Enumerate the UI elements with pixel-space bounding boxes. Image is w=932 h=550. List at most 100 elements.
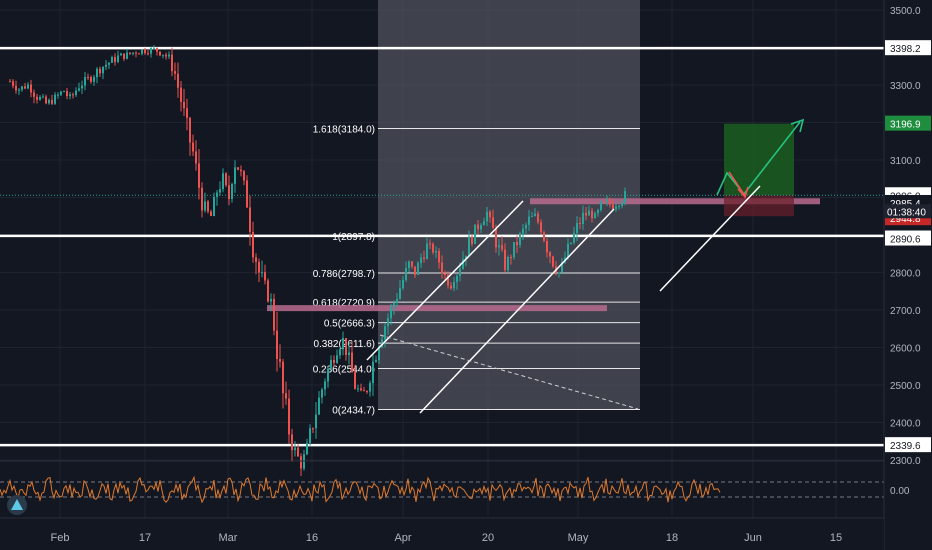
arrow-head-red <box>737 186 749 199</box>
time-tick-label: 15 <box>830 532 842 544</box>
candle-body <box>321 389 323 398</box>
candle-body <box>141 49 143 54</box>
candle-body <box>123 53 125 59</box>
candle-body <box>231 183 233 199</box>
candle-body <box>9 81 11 83</box>
resistance-zone-upper <box>530 198 820 205</box>
candle-body <box>267 280 269 302</box>
candle-body <box>621 202 623 206</box>
candle-body <box>516 242 518 246</box>
candle-body <box>360 388 362 391</box>
candle-body <box>597 210 599 214</box>
candle-body <box>150 48 152 54</box>
candle-body <box>537 213 539 223</box>
price-tick-label: 2700.0 <box>890 306 921 317</box>
price-label-badge <box>885 437 931 453</box>
oscillator-pane <box>0 460 884 504</box>
candle-body <box>282 361 284 394</box>
candle-body <box>351 352 353 373</box>
candle-body <box>414 266 416 275</box>
candle-body <box>393 303 395 308</box>
candle-body <box>291 434 293 451</box>
candle-body <box>339 349 341 356</box>
candle-body <box>411 261 413 267</box>
candle-body <box>498 245 500 248</box>
candle-body <box>618 205 620 207</box>
candle-body <box>186 108 188 118</box>
candle-body <box>540 222 542 233</box>
candle-body <box>189 117 191 143</box>
time-axis-background <box>0 519 884 550</box>
candle-body <box>66 91 68 97</box>
candle-body <box>387 318 389 327</box>
candle-body <box>390 307 392 319</box>
candle-body <box>591 210 593 219</box>
candle-body <box>183 101 185 109</box>
price-tick-label: 3100.0 <box>890 156 921 167</box>
time-tick-label: 18 <box>666 532 678 544</box>
candle-body <box>297 447 299 457</box>
candle-body <box>204 201 206 211</box>
oscillator-tick-label: 0.00 <box>890 486 910 497</box>
long-position-tool[interactable] <box>724 123 794 217</box>
candle-body <box>435 251 437 253</box>
candle-body <box>486 211 488 222</box>
candle-body <box>438 251 440 263</box>
price-label-text: 3196.9 <box>890 120 921 131</box>
logo-mark <box>11 499 23 510</box>
logo-icon[interactable] <box>7 495 27 515</box>
candle-body <box>483 221 485 226</box>
candle-body <box>201 187 203 211</box>
time-axis[interactable]: Feb 17 Mar 16 Apr 20 May 18 Jun 15 <box>0 517 884 550</box>
price-label-text: 2944.8 <box>890 214 921 225</box>
candle-body <box>357 388 359 390</box>
resistance-zones <box>267 198 820 312</box>
price-axis-background <box>884 0 932 550</box>
candle-body <box>531 216 533 218</box>
candle-body <box>450 285 452 289</box>
candle-body <box>417 262 419 275</box>
candle-body <box>162 54 164 56</box>
candle-body <box>453 282 455 289</box>
candle-body <box>276 330 278 359</box>
candle-body <box>315 414 317 429</box>
candle-body <box>345 338 347 355</box>
candle-body <box>240 169 242 172</box>
candle-body <box>525 224 527 229</box>
candle-body <box>612 204 614 210</box>
candle-body <box>114 57 116 62</box>
candle-body <box>198 163 200 188</box>
candle-body <box>381 339 383 348</box>
bullish-projection-arrow <box>716 121 801 196</box>
price-label-badge <box>885 115 931 131</box>
candle-body <box>468 236 470 256</box>
candle-body <box>165 54 167 57</box>
candle-body <box>264 272 266 281</box>
candle-body <box>255 257 257 262</box>
candle-body <box>234 167 236 184</box>
candle-body <box>288 398 290 435</box>
candle-body <box>216 192 218 197</box>
candle-body <box>615 206 617 210</box>
candle-body <box>348 352 350 355</box>
candle-body <box>24 86 26 89</box>
price-axis[interactable]: 3500.03400.03300.03200.03100.03000.02900… <box>883 0 932 550</box>
candle-body <box>177 73 179 88</box>
candle-body <box>399 288 401 299</box>
candle-body <box>609 200 611 205</box>
candle-body <box>27 84 29 89</box>
price-tick-label: 2400.0 <box>890 419 921 430</box>
price-tick-label: 2300.0 <box>890 456 921 467</box>
candle-body <box>207 201 209 212</box>
candle-body <box>465 255 467 260</box>
candle-body <box>561 262 563 273</box>
candle-body <box>60 91 62 95</box>
candle-body <box>78 88 80 91</box>
candle-body <box>510 257 512 259</box>
candle-body <box>441 262 443 274</box>
candle-body <box>585 212 587 216</box>
candle-body <box>420 257 422 263</box>
candle-body <box>42 96 44 98</box>
candle-body <box>225 173 227 186</box>
